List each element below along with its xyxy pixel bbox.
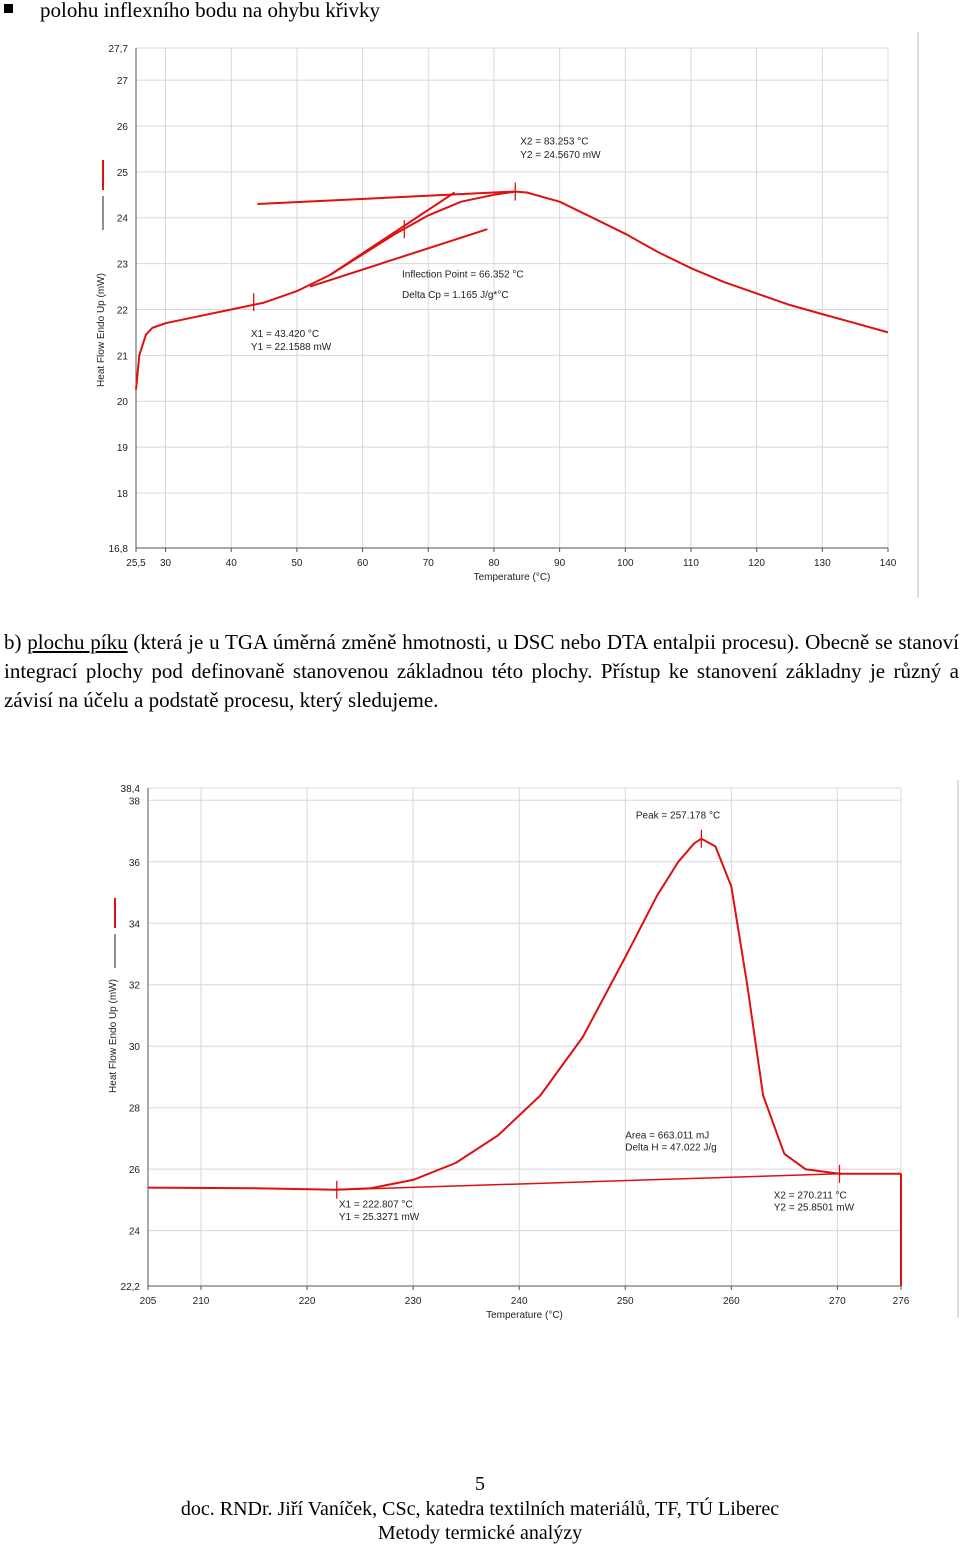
para-rest: (která je u TGA úměrná změně hmotnosti, … xyxy=(4,630,959,712)
data-curve xyxy=(147,837,901,1191)
y-tick-label: 27,7 xyxy=(109,44,129,55)
y-tick-label: 30 xyxy=(129,1042,141,1053)
annotation-label: Y2 = 24.5670 mW xyxy=(520,150,601,161)
x-tick-label: 70 xyxy=(423,558,435,569)
annotation-label: Delta H = 47.022 J/g xyxy=(625,1143,716,1154)
x-tick-label: 240 xyxy=(511,1296,528,1307)
x-tick-label: 210 xyxy=(193,1296,210,1307)
x-tick-label: 276 xyxy=(893,1296,910,1307)
para-underlined: plochu píku xyxy=(27,630,128,654)
para-prefix: b) xyxy=(4,630,28,654)
footer-title: Metody termické analýzy xyxy=(377,1522,583,1544)
x-tick-label: 100 xyxy=(617,558,634,569)
x-tick-label: 270 xyxy=(829,1296,846,1307)
y-axis-label: Heat Flow Endo Up (mW) xyxy=(96,273,107,387)
annotation-label: Delta Cp = 1.165 J/g*°C xyxy=(402,290,509,301)
x-tick-label: 30 xyxy=(160,558,172,569)
x-tick-label: 130 xyxy=(814,558,831,569)
x-tick-label: 110 xyxy=(683,558,699,569)
annotation-label: Area = 663.011 mJ xyxy=(625,1130,709,1141)
y-tick-label: 23 xyxy=(117,260,129,271)
x-tick-label: 40 xyxy=(226,558,238,569)
y-tick-label: 36 xyxy=(129,858,141,869)
tangent-line xyxy=(329,191,456,276)
y-tick-label: 38,4 xyxy=(121,784,141,795)
x-axis-label: Temperature (°C) xyxy=(486,1310,563,1321)
dsc-inflection-chart: 25,5 30 40 50 60 70 80 90 100 110 120 130 140 16,8 18 1… xyxy=(96,32,919,598)
y-axis-label: Heat Flow Endo Up (mW) xyxy=(108,979,119,1093)
y-tick-label: 27 xyxy=(117,76,129,87)
annotation-label: Peak = 257.178 °C xyxy=(636,811,720,822)
annotation-label: Y1 = 25.3271 mW xyxy=(339,1212,420,1223)
bullet-text: polohu inflexního bodu na ohybu křivky xyxy=(40,0,381,22)
annotation-label: X1 = 43.420 °C xyxy=(251,329,319,340)
x-tick-label: 260 xyxy=(723,1296,740,1307)
y-tick-label: 19 xyxy=(117,443,129,454)
x-tick-label: 220 xyxy=(299,1296,316,1307)
y-tick-label: 22 xyxy=(117,305,129,316)
y-tick-label: 28 xyxy=(129,1104,141,1115)
x-tick-label: 120 xyxy=(748,558,765,569)
dsc-peak-chart: 205 210 220 230 240 250 260 270 276 22,2 24 26 28 30 3… xyxy=(108,780,959,1321)
bullet-marker xyxy=(4,4,13,13)
x-tick-label: 25,5 xyxy=(126,558,146,569)
tangent-line xyxy=(257,190,514,205)
data-curve xyxy=(135,190,889,390)
y-tick-label: 16,8 xyxy=(109,544,129,555)
y-tick-label: 32 xyxy=(129,981,141,992)
body-paragraph: b) plochu píku (která je u TGA úměrná zm… xyxy=(4,628,959,715)
annotation-label: X2 = 270.211 °C xyxy=(774,1190,847,1201)
x-tick-label: 60 xyxy=(357,558,369,569)
x-tick-label: 250 xyxy=(617,1296,634,1307)
annotation-label: Y2 = 25.8501 mW xyxy=(774,1203,855,1214)
y-tick-label: 24 xyxy=(117,214,129,225)
annotation-label: Y1 = 22.1588 mW xyxy=(251,342,332,353)
annotation-label: X2 = 83.253 °C xyxy=(520,136,588,147)
y-tick-label: 18 xyxy=(117,489,129,500)
y-tick-label: 26 xyxy=(117,122,129,133)
page-number: 5 xyxy=(475,1473,485,1495)
y-tick-label: 25 xyxy=(117,168,129,179)
x-axis-label: Temperature (°C) xyxy=(474,572,551,583)
x-tick-label: 80 xyxy=(488,558,500,569)
y-tick-label: 21 xyxy=(117,351,129,362)
tangent-line xyxy=(309,228,488,288)
baseline-line xyxy=(336,1173,840,1191)
y-tick-label: 38 xyxy=(129,796,141,807)
y-tick-label: 24 xyxy=(129,1227,141,1238)
y-tick-label: 22,2 xyxy=(121,1282,141,1293)
annotation-label: X1 = 222.807 °C xyxy=(339,1200,413,1211)
y-tick-label: 34 xyxy=(129,919,141,930)
x-tick-label: 205 xyxy=(140,1296,157,1307)
annotation-label: Inflection Point = 66.352 °C xyxy=(402,269,524,280)
x-tick-label: 230 xyxy=(405,1296,422,1307)
footer-author: doc. RNDr. Jiří Vaníček, CSc, katedra te… xyxy=(180,1498,780,1520)
y-tick-label: 26 xyxy=(129,1165,141,1176)
y-tick-label: 20 xyxy=(117,397,129,408)
x-tick-label: 140 xyxy=(880,558,897,569)
x-tick-label: 90 xyxy=(554,558,566,569)
x-tick-label: 50 xyxy=(291,558,303,569)
